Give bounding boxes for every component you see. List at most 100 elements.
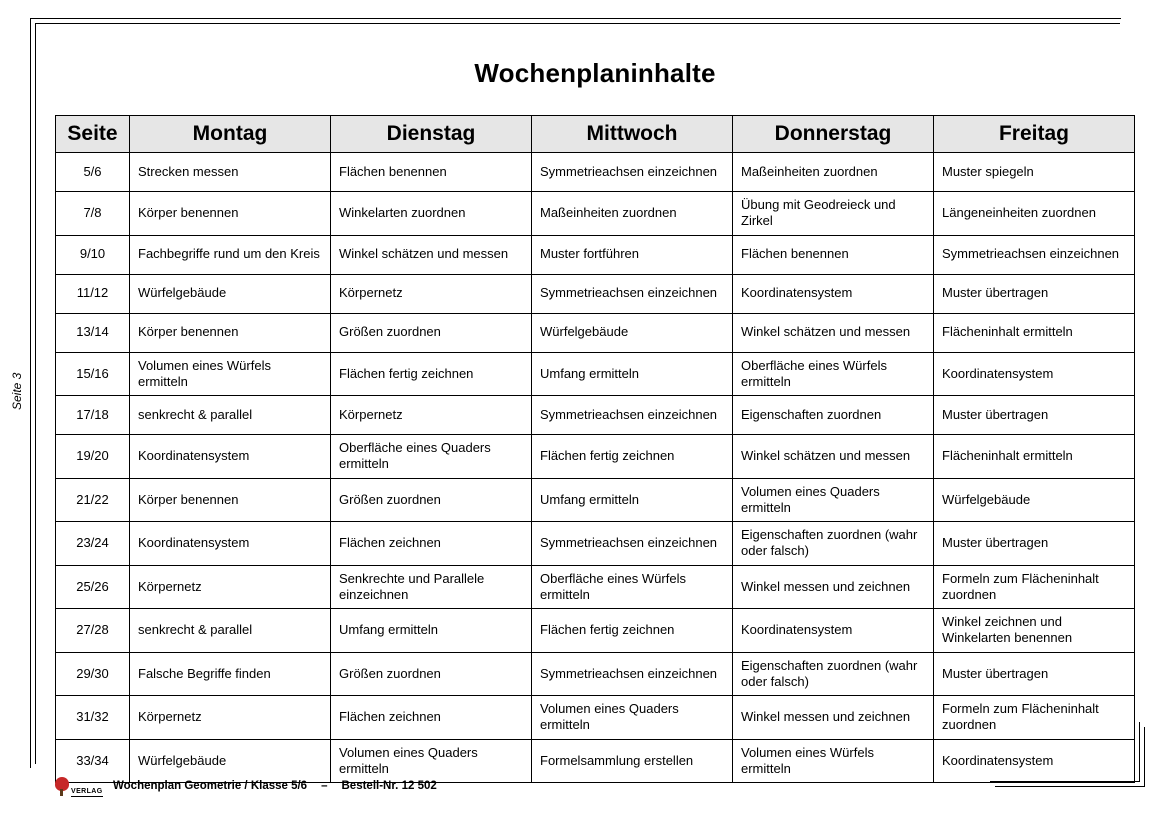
cell-day: Symmetrieachsen einzeichnen xyxy=(934,235,1135,274)
cell-day: Volumen eines Quaders ermitteln xyxy=(733,478,934,522)
cell-day: Muster fortführen xyxy=(532,235,733,274)
cell-day: Winkel schätzen und messen xyxy=(331,235,532,274)
table-row: 17/18senkrecht & parallelKörpernetzSymme… xyxy=(56,396,1135,435)
cell-day: senkrecht & parallel xyxy=(130,609,331,653)
col-donnerstag: Donnerstag xyxy=(733,116,934,153)
cell-seite: 31/32 xyxy=(56,696,130,740)
cell-day: Übung mit Geodreieck und Zirkel xyxy=(733,192,934,236)
cell-day: Winkel schätzen und messen xyxy=(733,435,934,479)
cell-day: Umfang ermitteln xyxy=(532,478,733,522)
footer-text-b: Bestell-Nr. 12 502 xyxy=(342,780,437,792)
footer: VERLAG Wochenplan Geometrie / Klasse 5/6… xyxy=(55,775,437,797)
page-content: Wochenplaninhalte Seite Montag Dienstag … xyxy=(55,40,1135,783)
cell-seite: 19/20 xyxy=(56,435,130,479)
cell-day: Umfang ermitteln xyxy=(532,352,733,396)
table-row: 21/22Körper benennenGrößen zuordnenUmfan… xyxy=(56,478,1135,522)
cell-day: Formelsammlung erstellen xyxy=(532,739,733,783)
cell-day: Koordinatensystem xyxy=(733,609,934,653)
footer-text-a: Wochenplan Geometrie / Klasse 5/6 xyxy=(113,780,307,792)
cell-seite: 9/10 xyxy=(56,235,130,274)
cell-day: Winkel zeichnen und Winkelarten benennen xyxy=(934,609,1135,653)
table-row: 7/8Körper benennenWinkelarten zuordnenMa… xyxy=(56,192,1135,236)
cell-day: Winkel messen und zeichnen xyxy=(733,565,934,609)
cell-day: Symmetrieachsen einzeichnen xyxy=(532,522,733,566)
cell-day: Größen zuordnen xyxy=(331,313,532,352)
cell-day: Flächen zeichnen xyxy=(331,522,532,566)
cell-day: Falsche Begriffe finden xyxy=(130,652,331,696)
cell-day: Flächen fertig zeichnen xyxy=(331,352,532,396)
side-page-number: Seite 3 xyxy=(10,373,24,410)
cell-day: Muster übertragen xyxy=(934,522,1135,566)
col-montag: Montag xyxy=(130,116,331,153)
cell-day: Maßeinheiten zuordnen xyxy=(532,192,733,236)
cell-day: Winkel messen und zeichnen xyxy=(733,696,934,740)
cell-day: Eigenschaften zuordnen (wahr oder falsch… xyxy=(733,652,934,696)
cell-day: Oberfläche eines Würfels ermitteln xyxy=(733,352,934,396)
cell-day: Winkelarten zuordnen xyxy=(331,192,532,236)
col-freitag: Freitag xyxy=(934,116,1135,153)
cell-day: Formeln zum Flächeninhalt zuordnen xyxy=(934,565,1135,609)
table-row: 15/16Volumen eines Würfels ermittelnFläc… xyxy=(56,352,1135,396)
cell-day: Körpernetz xyxy=(331,274,532,313)
cell-seite: 25/26 xyxy=(56,565,130,609)
page-title: Wochenplaninhalte xyxy=(55,58,1135,89)
cell-day: Flächen fertig zeichnen xyxy=(532,435,733,479)
cell-day: senkrecht & parallel xyxy=(130,396,331,435)
cell-seite: 21/22 xyxy=(56,478,130,522)
table-header-row: Seite Montag Dienstag Mittwoch Donnersta… xyxy=(56,116,1135,153)
cell-day: Muster übertragen xyxy=(934,396,1135,435)
cell-day: Maßeinheiten zuordnen xyxy=(733,153,934,192)
cell-day: Senkrechte und Parallele einzeichnen xyxy=(331,565,532,609)
cell-day: Winkel schätzen und messen xyxy=(733,313,934,352)
cell-seite: 29/30 xyxy=(56,652,130,696)
footer-dash: – xyxy=(321,780,327,792)
col-dienstag: Dienstag xyxy=(331,116,532,153)
cell-seite: 23/24 xyxy=(56,522,130,566)
cell-day: Flächen benennen xyxy=(733,235,934,274)
table-row: 27/28senkrecht & parallelUmfang ermittel… xyxy=(56,609,1135,653)
cell-day: Muster übertragen xyxy=(934,652,1135,696)
cell-day: Flächeninhalt ermitteln xyxy=(934,435,1135,479)
cell-day: Körper benennen xyxy=(130,313,331,352)
cell-day: Körper benennen xyxy=(130,192,331,236)
tree-icon xyxy=(55,777,69,791)
publisher-name: VERLAG xyxy=(71,788,103,797)
cell-day: Volumen eines Würfels ermitteln xyxy=(733,739,934,783)
table-row: 13/14Körper benennenGrößen zuordnenWürfe… xyxy=(56,313,1135,352)
cell-seite: 17/18 xyxy=(56,396,130,435)
col-mittwoch: Mittwoch xyxy=(532,116,733,153)
cell-day: Eigenschaften zuordnen (wahr oder falsch… xyxy=(733,522,934,566)
cell-day: Koordinatensystem xyxy=(130,435,331,479)
cell-day: Größen zuordnen xyxy=(331,478,532,522)
cell-day: Symmetrieachsen einzeichnen xyxy=(532,396,733,435)
table-row: 23/24KoordinatensystemFlächen zeichnenSy… xyxy=(56,522,1135,566)
cell-day: Flächen benennen xyxy=(331,153,532,192)
table-row: 5/6Strecken messenFlächen benennenSymmet… xyxy=(56,153,1135,192)
cell-day: Umfang ermitteln xyxy=(331,609,532,653)
cell-seite: 15/16 xyxy=(56,352,130,396)
cell-day: Muster übertragen xyxy=(934,274,1135,313)
cell-day: Längeneinheiten zuordnen xyxy=(934,192,1135,236)
cell-day: Oberfläche eines Quaders ermitteln xyxy=(331,435,532,479)
table-row: 29/30Falsche Begriffe findenGrößen zuord… xyxy=(56,652,1135,696)
cell-day: Körpernetz xyxy=(331,396,532,435)
cell-day: Koordinatensystem xyxy=(934,739,1135,783)
cell-day: Flächen zeichnen xyxy=(331,696,532,740)
cell-day: Körpernetz xyxy=(130,696,331,740)
weekplan-table: Seite Montag Dienstag Mittwoch Donnersta… xyxy=(55,115,1135,783)
cell-day: Formeln zum Flächeninhalt zuordnen xyxy=(934,696,1135,740)
cell-day: Volumen eines Würfels ermitteln xyxy=(130,352,331,396)
cell-day: Volumen eines Quaders ermitteln xyxy=(532,696,733,740)
cell-day: Würfelgebäude xyxy=(532,313,733,352)
cell-day: Körpernetz xyxy=(130,565,331,609)
cell-day: Würfelgebäude xyxy=(130,274,331,313)
cell-day: Koordinatensystem xyxy=(130,522,331,566)
cell-seite: 7/8 xyxy=(56,192,130,236)
table-row: 9/10Fachbegriffe rund um den KreisWinkel… xyxy=(56,235,1135,274)
cell-seite: 11/12 xyxy=(56,274,130,313)
cell-day: Koordinatensystem xyxy=(934,352,1135,396)
cell-day: Symmetrieachsen einzeichnen xyxy=(532,153,733,192)
cell-day: Eigenschaften zuordnen xyxy=(733,396,934,435)
cell-day: Flächeninhalt ermitteln xyxy=(934,313,1135,352)
cell-seite: 27/28 xyxy=(56,609,130,653)
